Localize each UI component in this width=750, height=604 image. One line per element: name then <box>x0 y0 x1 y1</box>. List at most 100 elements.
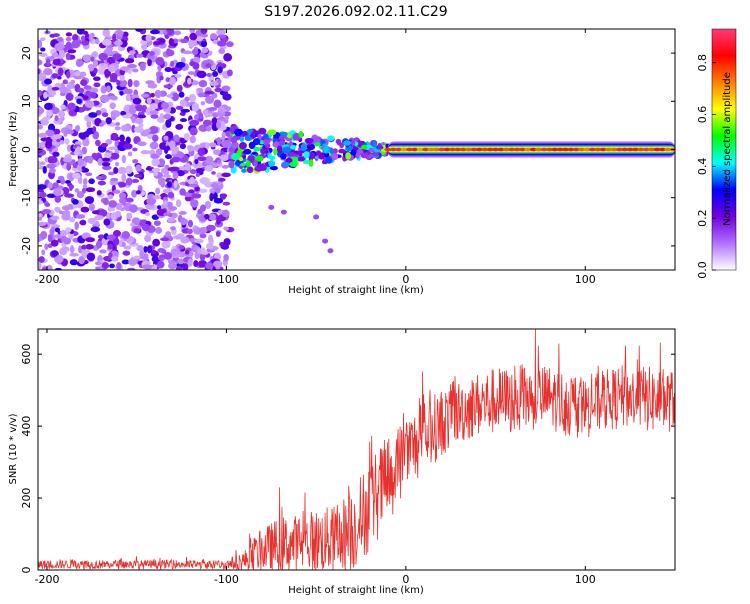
noise-blob <box>120 110 127 116</box>
noise-blob <box>207 107 218 111</box>
noise-blob <box>187 145 195 152</box>
noise-blob <box>164 67 173 73</box>
noise-blob <box>54 42 64 52</box>
noise-blob <box>170 248 180 256</box>
scatter-blob <box>238 156 244 162</box>
noise-blob <box>165 119 172 128</box>
noise-blob <box>159 75 164 81</box>
noise-blob <box>209 33 218 40</box>
noise-blob <box>88 64 95 72</box>
noise-blob <box>202 119 212 127</box>
noise-blob <box>103 197 109 206</box>
noise-blob <box>38 68 41 75</box>
noise-blob <box>81 40 90 46</box>
streak-core <box>578 147 586 152</box>
noise-blob <box>40 137 51 142</box>
noise-blob <box>140 39 148 46</box>
streak-core <box>610 147 618 152</box>
noise-blob <box>127 78 133 88</box>
noise-blob <box>215 231 221 237</box>
noise-blob <box>195 173 200 177</box>
spectrogram-heatmap <box>38 29 675 270</box>
noise-blob <box>50 226 56 231</box>
streak-core <box>502 147 510 152</box>
scatter-blob <box>230 137 238 144</box>
noise-blob <box>107 194 114 200</box>
noise-blob <box>168 206 178 211</box>
noise-blob <box>208 213 217 221</box>
noise-blob <box>119 75 125 82</box>
noise-blob <box>102 29 111 38</box>
streak-core <box>454 147 462 152</box>
noise-blob <box>122 250 131 256</box>
noise-blob <box>137 114 146 119</box>
streak-core <box>465 147 473 152</box>
noise-blob <box>157 247 166 253</box>
streak-core <box>556 147 564 152</box>
noise-blob <box>128 258 137 266</box>
scatter-blob <box>239 142 247 150</box>
noise-blob <box>189 119 200 127</box>
noise-blob <box>188 39 195 48</box>
noise-blob <box>217 34 227 39</box>
noise-blob <box>57 67 64 77</box>
noise-blob <box>205 142 210 150</box>
noise-blob <box>94 38 100 45</box>
noise-blob <box>53 234 63 239</box>
noise-blob <box>97 157 103 166</box>
noise-blob <box>198 259 208 268</box>
noise-blob <box>54 267 62 270</box>
noise-blob <box>189 135 196 144</box>
scatter-blob <box>315 150 321 156</box>
noise-blob <box>204 109 209 118</box>
noise-blob <box>108 65 116 73</box>
noise-blob <box>47 234 53 243</box>
noise-blob <box>114 40 123 46</box>
noise-blob <box>149 29 160 35</box>
noise-blob <box>81 166 86 171</box>
noise-blob <box>191 48 199 56</box>
noise-blob <box>134 126 144 133</box>
scatter-blob <box>282 146 292 153</box>
noise-blob <box>72 33 79 42</box>
scatter-blob <box>303 151 310 159</box>
streak-core <box>535 147 543 152</box>
noise-blob <box>120 66 130 71</box>
noise-blob <box>126 267 136 270</box>
noise-blob <box>222 201 231 206</box>
scatter-blob <box>343 140 352 146</box>
noise-blob <box>217 66 223 74</box>
noise-blob <box>76 146 81 152</box>
noise-blob <box>132 147 138 152</box>
noise-blob <box>198 79 208 88</box>
noise-blob <box>80 206 90 213</box>
noise-blob <box>189 29 196 34</box>
noise-blob <box>132 97 142 105</box>
noise-blob <box>101 157 111 162</box>
noise-blob <box>216 159 222 164</box>
noise-blob <box>212 149 221 156</box>
noise-blob <box>172 171 179 180</box>
noise-blob <box>165 145 171 151</box>
noise-blob <box>126 212 133 220</box>
noise-blob <box>163 212 171 217</box>
noise-blob <box>152 41 161 46</box>
noise-blob <box>189 127 198 136</box>
streak-core <box>411 147 419 152</box>
spectrogram-xtick-label: -200 <box>34 273 59 286</box>
noise-blob <box>50 215 60 221</box>
noise-blob <box>197 147 205 157</box>
noise-blob <box>133 174 143 178</box>
noise-blob <box>124 88 133 95</box>
scatter-blob <box>242 148 252 155</box>
noise-blob <box>76 98 83 105</box>
noise-blob <box>223 226 229 231</box>
noise-blob <box>136 53 144 58</box>
noise-blob <box>108 146 117 151</box>
noise-blob <box>158 38 166 43</box>
noise-blob <box>190 199 199 208</box>
noise-blob <box>52 58 61 66</box>
noise-blob <box>38 39 43 49</box>
noise-blob <box>128 204 138 213</box>
noise-blob <box>222 93 232 101</box>
